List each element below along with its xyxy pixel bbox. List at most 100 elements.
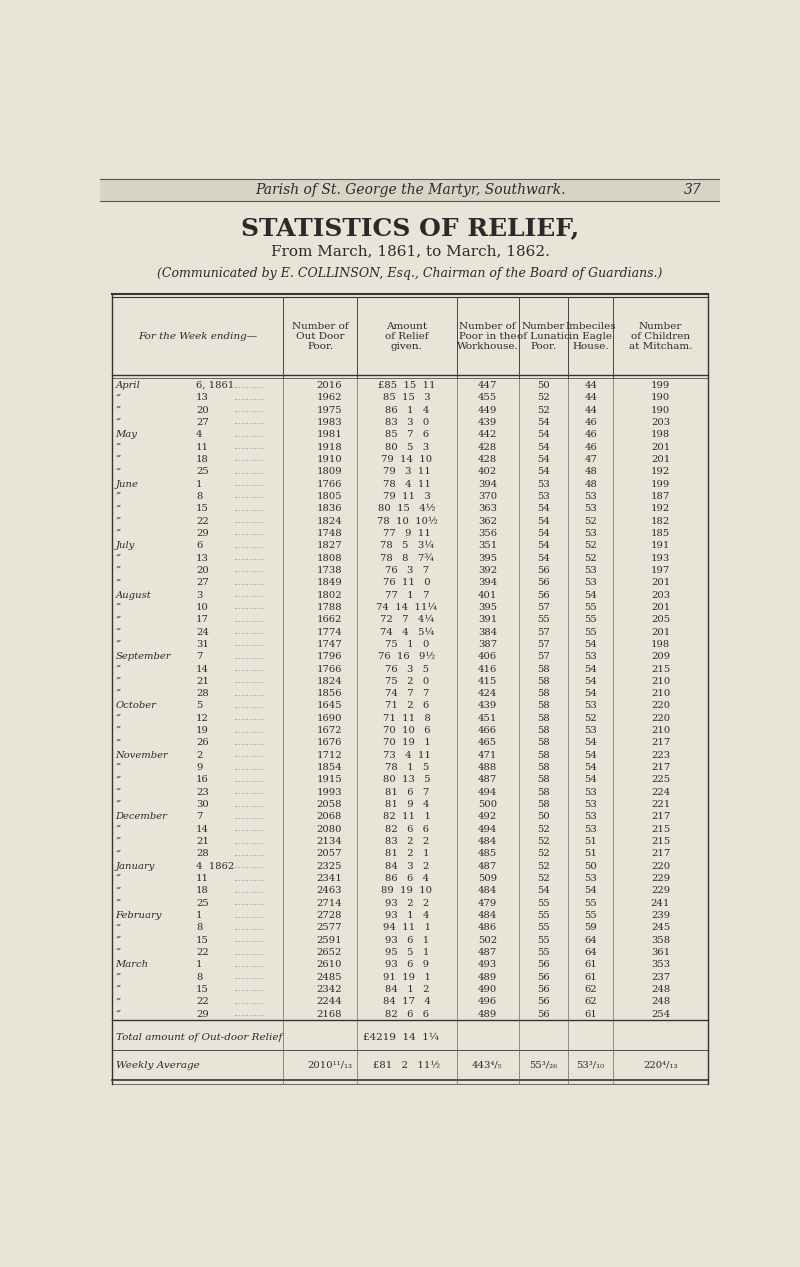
Text: 46: 46 — [584, 431, 597, 440]
Text: 1690: 1690 — [317, 713, 342, 722]
Text: 51: 51 — [584, 849, 597, 859]
Text: ............: ............ — [234, 960, 265, 969]
Text: November: November — [115, 751, 168, 760]
Text: 29: 29 — [196, 1010, 209, 1019]
Text: 78   8   7¾: 78 8 7¾ — [380, 554, 434, 563]
Text: 1766: 1766 — [317, 664, 342, 674]
Text: 1712: 1712 — [317, 751, 342, 760]
Text: 78   4  11: 78 4 11 — [383, 480, 431, 489]
Text: ............: ............ — [234, 640, 265, 649]
Text: ............: ............ — [234, 493, 265, 500]
Text: ”: ” — [115, 566, 121, 575]
Text: 46: 46 — [584, 442, 597, 451]
Text: 2652: 2652 — [317, 948, 342, 957]
Text: 20: 20 — [196, 566, 209, 575]
Text: 86   1   4: 86 1 4 — [385, 405, 429, 414]
Text: 50: 50 — [584, 862, 597, 870]
Text: 61: 61 — [584, 973, 597, 982]
Text: 6: 6 — [196, 541, 202, 550]
Text: 74   7   7: 74 7 7 — [385, 689, 429, 698]
Text: 394: 394 — [478, 578, 497, 587]
Text: 185: 185 — [651, 528, 670, 538]
Text: ............: ............ — [234, 850, 265, 858]
Text: 70  10   6: 70 10 6 — [383, 726, 430, 735]
Text: 494: 494 — [478, 788, 497, 797]
Text: ”: ” — [115, 640, 121, 649]
Text: ............: ............ — [234, 653, 265, 660]
Text: 245: 245 — [651, 924, 670, 933]
Text: ”: ” — [115, 825, 121, 834]
Text: 209: 209 — [651, 653, 670, 661]
Text: 2610: 2610 — [317, 960, 342, 969]
Text: 387: 387 — [478, 640, 497, 649]
Text: 229: 229 — [651, 887, 670, 896]
Text: 1827: 1827 — [317, 541, 342, 550]
Text: ”: ” — [115, 936, 121, 945]
Text: 56: 56 — [537, 566, 550, 575]
Text: 31: 31 — [196, 640, 209, 649]
Text: ............: ............ — [234, 715, 265, 722]
Text: 57: 57 — [537, 627, 550, 636]
Text: ”: ” — [115, 948, 121, 957]
Text: ............: ............ — [234, 480, 265, 488]
Text: 192: 192 — [651, 468, 670, 476]
Text: ”: ” — [115, 726, 121, 735]
Text: 53: 53 — [584, 726, 597, 735]
Text: 53: 53 — [584, 825, 597, 834]
Text: 83   3   0: 83 3 0 — [385, 418, 429, 427]
Text: 217: 217 — [651, 763, 670, 772]
Text: 54: 54 — [537, 504, 550, 513]
Text: ”: ” — [115, 739, 121, 748]
Text: 484: 484 — [478, 911, 497, 920]
Text: January: January — [115, 862, 155, 870]
Text: ............: ............ — [234, 837, 265, 845]
Text: ............: ............ — [234, 998, 265, 1006]
Text: ............: ............ — [234, 788, 265, 796]
Text: 1836: 1836 — [317, 504, 342, 513]
Text: Total amount of Out-door Relief: Total amount of Out-door Relief — [115, 1034, 282, 1043]
Text: 18: 18 — [196, 887, 209, 896]
Text: 2134: 2134 — [317, 837, 342, 846]
Text: 54: 54 — [584, 739, 597, 748]
Text: 80  15   4½: 80 15 4½ — [378, 504, 436, 513]
Text: 248: 248 — [651, 984, 670, 995]
Text: (Communicated by E. COLLINSON, Esq., Chairman of the Board of Guardians.): (Communicated by E. COLLINSON, Esq., Cha… — [158, 267, 662, 280]
Text: 44: 44 — [584, 381, 598, 390]
Text: 1808: 1808 — [317, 554, 342, 563]
Text: 58: 58 — [537, 763, 550, 772]
Text: 239: 239 — [651, 911, 670, 920]
Text: 465: 465 — [478, 739, 497, 748]
Text: 356: 356 — [478, 528, 497, 538]
Text: 55: 55 — [537, 936, 550, 945]
Text: 54: 54 — [537, 554, 550, 563]
Text: 51: 51 — [584, 837, 597, 846]
Text: 58: 58 — [537, 677, 550, 685]
Text: 220: 220 — [651, 713, 670, 722]
Text: 451: 451 — [478, 713, 497, 722]
Text: ............: ............ — [234, 616, 265, 623]
Text: ”: ” — [115, 616, 121, 625]
Text: 2341: 2341 — [317, 874, 342, 883]
Text: Amount
of Relief
given.: Amount of Relief given. — [385, 322, 429, 351]
Text: 199: 199 — [651, 480, 670, 489]
Text: 16: 16 — [196, 775, 209, 784]
Text: 487: 487 — [478, 948, 497, 957]
Text: 1774: 1774 — [317, 627, 342, 636]
Text: 13: 13 — [196, 554, 209, 563]
Text: 14: 14 — [196, 825, 209, 834]
Text: 55: 55 — [584, 898, 597, 907]
Text: 8: 8 — [196, 924, 202, 933]
Text: 56: 56 — [537, 973, 550, 982]
Text: 54: 54 — [537, 418, 550, 427]
Text: ”: ” — [115, 528, 121, 538]
Text: 466: 466 — [478, 726, 497, 735]
Text: April: April — [115, 381, 140, 390]
Text: 191: 191 — [650, 541, 670, 550]
Text: 1856: 1856 — [317, 689, 342, 698]
Text: 492: 492 — [478, 812, 497, 821]
Text: 86   6   4: 86 6 4 — [385, 874, 429, 883]
Text: 56: 56 — [537, 1010, 550, 1019]
Text: 52: 52 — [537, 825, 550, 834]
Text: August: August — [115, 590, 151, 599]
Text: 48: 48 — [584, 468, 597, 476]
